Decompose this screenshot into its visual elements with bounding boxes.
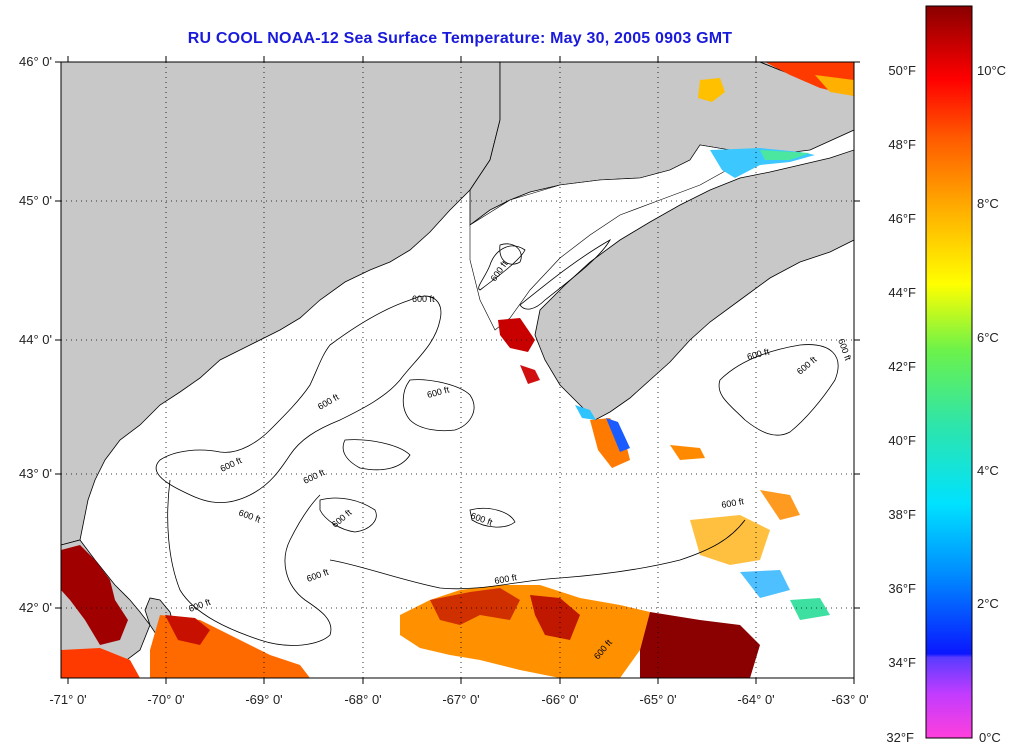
longitude-labels: -71° 0' -70° 0' -69° 0' -68° 0' -67° 0' … [49, 692, 868, 707]
land-new-england [61, 62, 501, 546]
sst-cape-warm-1 [61, 545, 128, 645]
sst-georges-bank-red [430, 588, 520, 625]
lon-label: -64° 0' [737, 692, 774, 707]
lon-label: -71° 0' [49, 692, 86, 707]
lon-label: -68° 0' [344, 692, 381, 707]
cb-c-label: 4°C [977, 463, 999, 478]
sst-cape-warm-4 [61, 648, 140, 678]
cb-f-label: 42°F [888, 359, 916, 374]
sst-mid-red-2 [520, 365, 540, 384]
cb-f-label: 36°F [888, 581, 916, 596]
lat-label: 42° 0' [19, 600, 52, 615]
map-title: RU COOL NOAA-12 Sea Surface Temperature:… [187, 30, 733, 47]
colorbar-celsius-labels: 10°C 8°C 6°C 4°C 2°C 0°C [977, 63, 1006, 745]
lat-label: 44° 0' [19, 332, 52, 347]
lat-label: 45° 0' [19, 193, 52, 208]
sst-georges-bank-red-2 [530, 595, 580, 640]
graticule [61, 62, 854, 678]
contour-label: 600 ft [412, 294, 435, 304]
cb-c-label: 0°C [979, 730, 1001, 745]
cb-f-label: 44°F [888, 285, 916, 300]
cb-f-label: 32°F [886, 730, 914, 745]
map-frame [60, 61, 855, 679]
sst-scattered-east-2 [690, 515, 770, 565]
cb-f-label: 38°F [888, 507, 916, 522]
cb-c-label: 6°C [977, 330, 999, 345]
temperature-colorbar [925, 5, 973, 739]
lon-label: -69° 0' [245, 692, 282, 707]
sst-mid-red-1 [498, 318, 535, 352]
sst-upper-inlet [698, 78, 725, 102]
lon-label: -67° 0' [442, 692, 479, 707]
lat-label: 46° 0' [19, 54, 52, 69]
cb-c-label: 10°C [977, 63, 1006, 78]
sst-scattered-cyan [740, 570, 790, 598]
sst-scattered-green [790, 598, 830, 620]
lon-label: -66° 0' [541, 692, 578, 707]
cb-f-label: 50°F [888, 63, 916, 78]
cb-c-label: 8°C [977, 196, 999, 211]
sst-nova-shore-1 [590, 418, 630, 468]
sst-cape-warm-3 [165, 615, 210, 645]
sst-nova-shore-blue [606, 418, 630, 452]
sst-gulf-stream-dark [640, 612, 760, 678]
sst-nova-shore-cyan [575, 405, 596, 420]
cb-c-label: 2°C [977, 596, 999, 611]
sst-warm-top-right-2 [815, 75, 854, 96]
contour-label: 600 ft [721, 496, 745, 510]
lon-label: -70° 0' [147, 692, 184, 707]
sst-minas-green [760, 150, 810, 160]
lon-label: -63° 0' [831, 692, 868, 707]
cb-f-label: 34°F [888, 655, 916, 670]
sst-scattered-east-3 [760, 490, 800, 520]
colorbar-fahrenheit-labels: 50°F 48°F 46°F 44°F 42°F 40°F 38°F 36°F … [886, 63, 916, 745]
bathymetry-contours [155, 238, 839, 646]
sst-scattered-east-1 [670, 445, 705, 460]
land-nova-scotia [534, 149, 854, 421]
contour-label: 600 ft [494, 572, 518, 586]
cb-f-label: 48°F [888, 137, 916, 152]
cb-f-label: 40°F [888, 433, 916, 448]
lon-label: -65° 0' [639, 692, 676, 707]
frame-ticks [55, 56, 860, 684]
cb-f-label: 46°F [888, 211, 916, 226]
lat-label: 43° 0' [19, 466, 52, 481]
latitude-labels: 46° 0' 45° 0' 44° 0' 43° 0' 42° 0' [19, 54, 52, 615]
